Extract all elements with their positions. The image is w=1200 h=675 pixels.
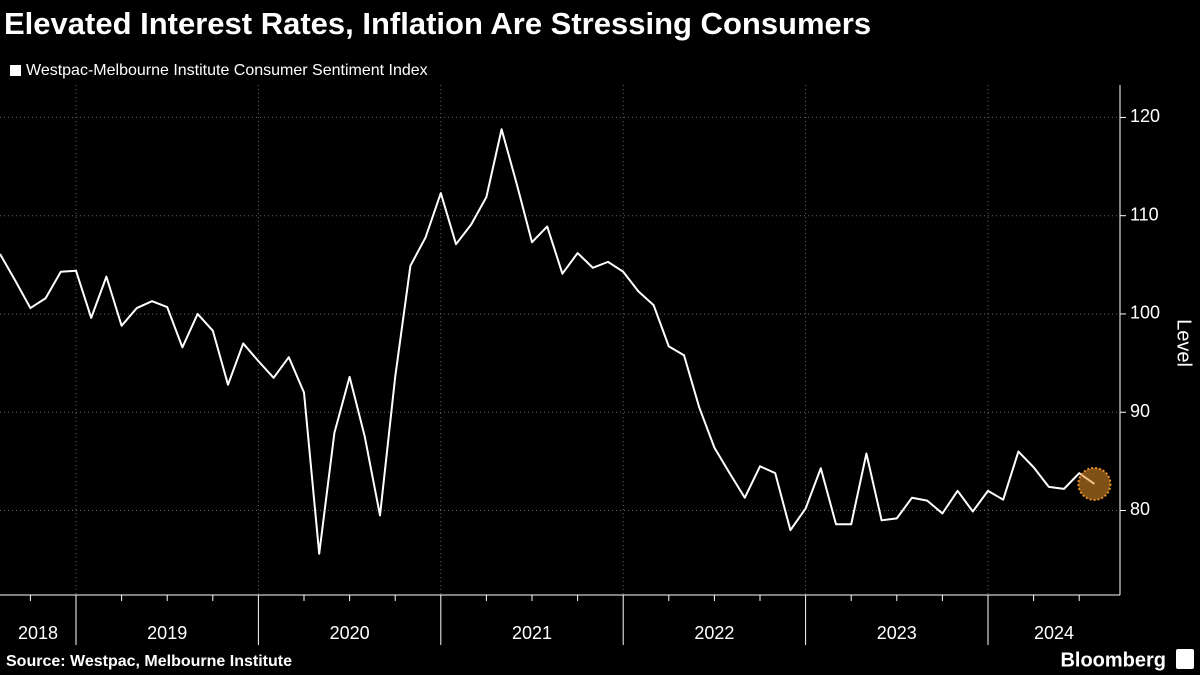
brand-icon [1176, 649, 1194, 669]
x-tick-label: 2019 [147, 623, 187, 643]
y-tick-label: 80 [1130, 499, 1150, 519]
y-tick-label: 120 [1130, 106, 1160, 126]
y-axis-label: Level [1173, 319, 1195, 367]
line-series [0, 128, 1095, 555]
x-tick-label: 2021 [512, 623, 552, 643]
x-tick-label: 2018 [18, 623, 58, 643]
legend-label: Westpac-Melbourne Institute Consumer Sen… [26, 62, 428, 79]
legend-swatch [10, 65, 21, 76]
x-tick-label: 2023 [877, 623, 917, 643]
x-tick-label: 2024 [1034, 623, 1074, 643]
brand: Bloomberg [1060, 649, 1166, 671]
x-tick-label: 2022 [694, 623, 734, 643]
source: Source: Westpac, Melbourne Institute [6, 653, 292, 670]
chart-title: Elevated Interest Rates, Inflation Are S… [4, 6, 871, 41]
y-tick-label: 100 [1130, 303, 1160, 323]
y-tick-label: 110 [1130, 204, 1159, 224]
y-tick-label: 90 [1130, 401, 1150, 421]
last-point-highlight [1077, 466, 1112, 501]
x-tick-label: 2020 [330, 623, 370, 643]
